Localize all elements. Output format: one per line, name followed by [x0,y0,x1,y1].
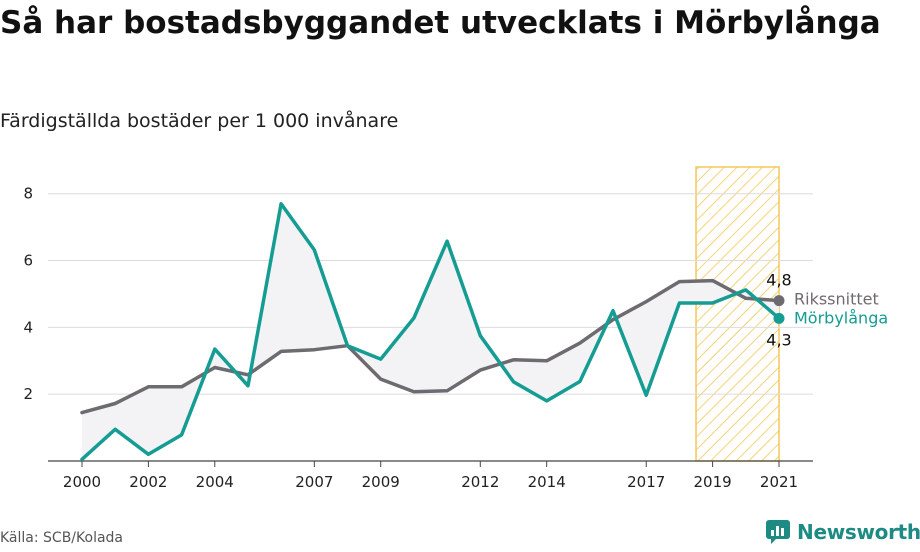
series-endpoint [773,312,785,324]
series-endpoint [773,295,785,307]
y-tick-label: 4 [23,318,33,336]
series-name-label: Mörbylånga [794,308,888,327]
source-note: Källa: SCB/Kolada [0,530,124,546]
x-tick-label: 2007 [295,473,333,491]
series-line-rikssnittet [80,278,781,415]
x-tick-label: 2002 [129,473,167,491]
highlight-period [695,166,780,462]
series-value-label: 4,3 [766,330,791,349]
x-tick-label: 2014 [528,473,566,491]
difference-area [82,203,779,460]
brand-logo: Newsworthy [765,519,920,545]
x-tick-label: 2004 [196,473,234,491]
y-tick-label: 6 [23,252,33,270]
brand-name: Newsworthy [797,520,920,544]
x-tick-label: 2021 [760,473,798,491]
x-tick-label: 2019 [694,473,732,491]
chart-subtitle: Färdigställda bostäder per 1 000 invånar… [0,110,399,132]
x-tick-label: 2012 [461,473,499,491]
series-line-morbylanga [80,202,781,462]
chart-title: Så har bostadsbyggandet utvecklats i Mör… [0,5,881,41]
x-tick-label: 2009 [362,473,400,491]
x-tick-label: 2000 [63,473,101,491]
series-name-label: Rikssnittet [794,290,879,309]
newsworthy-logo-icon [766,520,790,544]
series-value-label: 4,8 [766,271,791,290]
y-tick-label: 8 [23,185,33,203]
x-tick-label: 2017 [627,473,665,491]
y-tick-label: 2 [23,385,33,403]
